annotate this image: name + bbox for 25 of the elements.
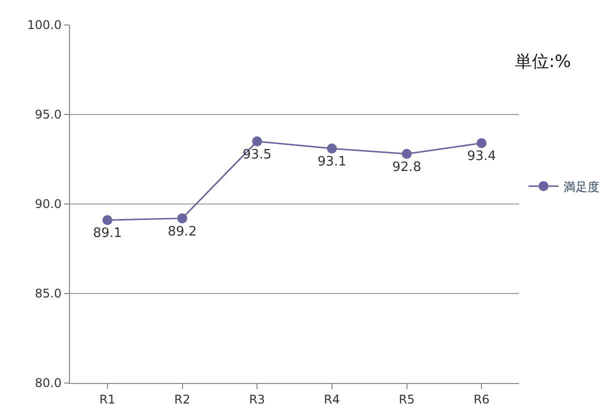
y-tick-label: 90.0 — [34, 197, 62, 212]
y-tick-label: 95.0 — [34, 108, 62, 122]
data-label: 93.5 — [242, 147, 272, 162]
data-label: 93.4 — [467, 149, 496, 164]
point — [102, 215, 112, 226]
x-tick-label: R6 — [474, 392, 490, 406]
data-label: 93.1 — [317, 154, 346, 170]
x-tick-label: R2 — [174, 392, 190, 406]
annotation: 単位:% — [515, 52, 571, 72]
y-tick-label: 85.0 — [34, 286, 62, 301]
data-label: 92.8 — [392, 160, 422, 175]
data-label: 89.1 — [92, 226, 122, 242]
point — [326, 144, 337, 154]
y-tick-label: 80.0 — [34, 376, 62, 390]
legend-label: 満足度 — [563, 180, 600, 194]
point — [402, 148, 412, 159]
data-label: 89.2 — [168, 224, 197, 240]
x-tick-label: R1 — [99, 392, 116, 406]
x-tick-label: R4 — [324, 392, 340, 406]
point — [177, 213, 188, 224]
x-tick-label: R3 — [249, 392, 266, 406]
point — [476, 138, 487, 148]
x-tick-label: R5 — [398, 392, 415, 406]
y-tick-label: 100.0 — [27, 18, 62, 32]
point — [252, 136, 262, 146]
